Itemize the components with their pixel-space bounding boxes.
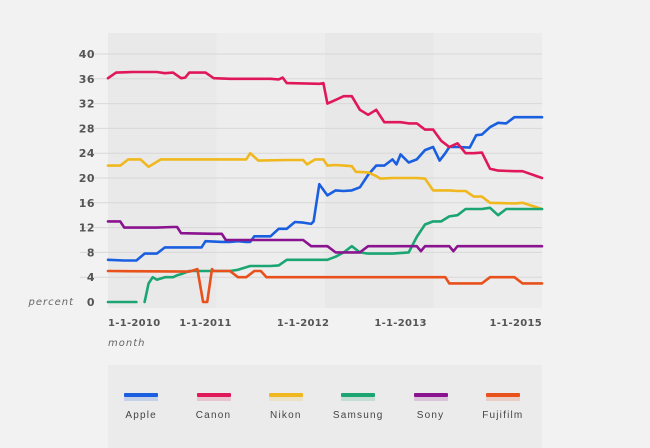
legend-label: Sony <box>416 410 445 421</box>
legend-item-canon[interactable]: Canon <box>179 393 249 421</box>
legend-swatch <box>124 393 159 397</box>
y-tick-label: 4 <box>87 271 95 284</box>
legend-swatch <box>196 393 231 397</box>
x-tick-label: 1-1-2015 <box>490 318 542 329</box>
x-tick-label: 1-1-2011 <box>179 318 231 329</box>
x-tick-label: 1-1-2013 <box>374 318 426 329</box>
legend-item-sony[interactable]: Sony <box>396 393 466 421</box>
legend-swatch <box>341 393 376 397</box>
y-axis-ticks: 0 4 8 12 16 20 24 28 32 36 40 <box>79 48 95 309</box>
series-line-sony <box>106 220 544 254</box>
y-tick-label: 20 <box>79 172 95 185</box>
background-band <box>433 33 542 308</box>
y-tick-label: 24 <box>79 147 95 160</box>
legend-swatch <box>413 393 448 397</box>
y-tick-label: 8 <box>87 246 95 259</box>
legend-label: Canon <box>195 410 232 421</box>
legend-swatch-shadow <box>341 397 376 401</box>
legend: Apple Canon Nikon Samsung Sony Fujifilm <box>108 365 542 448</box>
legend-label: Fujifilm <box>482 410 524 421</box>
x-axis-label: month <box>108 338 145 349</box>
series-line-apple <box>106 115 544 262</box>
y-tick-label: 28 <box>79 122 95 135</box>
background-band <box>325 33 434 308</box>
series-lines <box>106 70 544 304</box>
y-tick-label: 16 <box>79 197 95 210</box>
y-tick-label: 32 <box>79 98 95 111</box>
x-tick-label: 1-1-2010 <box>108 318 160 329</box>
legend-swatch-shadow <box>485 397 520 401</box>
x-axis-ticks: 1-1-2010 1-1-2011 1-1-2012 1-1-2013 1-1-2015 <box>108 318 542 329</box>
background-band <box>108 33 217 308</box>
y-tick-label: 12 <box>79 222 95 235</box>
y-tick-label: 0 <box>87 296 95 309</box>
series-line-fujifilm <box>106 267 544 304</box>
legend-item-nikon[interactable]: Nikon <box>251 393 321 421</box>
legend-item-apple[interactable]: Apple <box>106 393 176 421</box>
legend-item-samsung[interactable]: Samsung <box>323 393 393 421</box>
series-line-canon <box>106 70 544 180</box>
legend-swatch <box>268 393 303 397</box>
background-bands <box>108 33 542 308</box>
series-line-nikon <box>106 151 544 211</box>
legend-label: Nikon <box>270 410 302 421</box>
legend-label: Samsung <box>332 410 384 421</box>
legend-item-fujifilm[interactable]: Fujifilm <box>468 393 538 421</box>
legend-swatch-shadow <box>268 397 303 401</box>
y-tick-label: 40 <box>79 48 95 61</box>
legend-swatch-shadow <box>196 397 231 401</box>
legend-label: Apple <box>125 410 157 421</box>
y-axis-label: percent <box>27 297 74 308</box>
legend-swatch <box>485 393 520 397</box>
y-tick-label: 36 <box>79 73 95 86</box>
legend-swatch-shadow <box>124 397 159 401</box>
series-line-samsung-segment <box>143 206 544 304</box>
legend-swatch-shadow <box>413 397 448 401</box>
x-tick-label: 1-1-2012 <box>277 318 329 329</box>
